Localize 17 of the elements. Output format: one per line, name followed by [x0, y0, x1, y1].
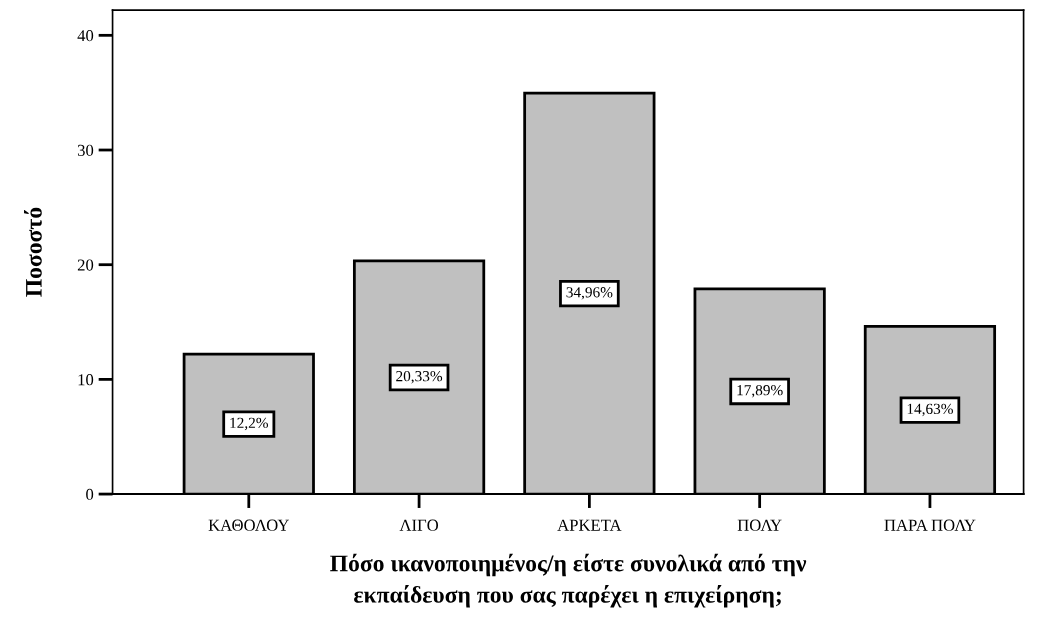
- y-tick-label: 40: [77, 30, 94, 42]
- x-axis-title: Πόσο ικανοποιημένος/η είστε συνολικά από την εκπαίδευση που σας παρέχει η επιχείρηση;: [330, 553, 807, 608]
- y-tick-label: 10: [78, 374, 94, 386]
- y-tick-label: 20: [77, 259, 94, 271]
- data-label: 34,96%: [566, 287, 613, 300]
- data-label: 17,89%: [737, 385, 783, 398]
- data-label: 20,33%: [396, 371, 443, 384]
- x-tick-label: ΑΡΚΕΤΑ: [557, 519, 622, 531]
- data-label: 14,63%: [907, 403, 953, 417]
- x-tick-label: ΛΙΓΟ: [399, 519, 439, 531]
- data-label: 12,2%: [230, 417, 268, 431]
- x-tick-label: ΚΑΘΟΛΟΥ: [208, 519, 290, 531]
- x-tick-label: ΠΟΛΥ: [737, 519, 782, 531]
- y-tick-label: 0: [86, 488, 94, 501]
- x-tick-label: ΠΑΡΑ ΠΟΛΥ: [884, 519, 976, 531]
- y-axis-title: Ποσοστό: [24, 207, 42, 297]
- y-tick-label: 30: [77, 144, 94, 156]
